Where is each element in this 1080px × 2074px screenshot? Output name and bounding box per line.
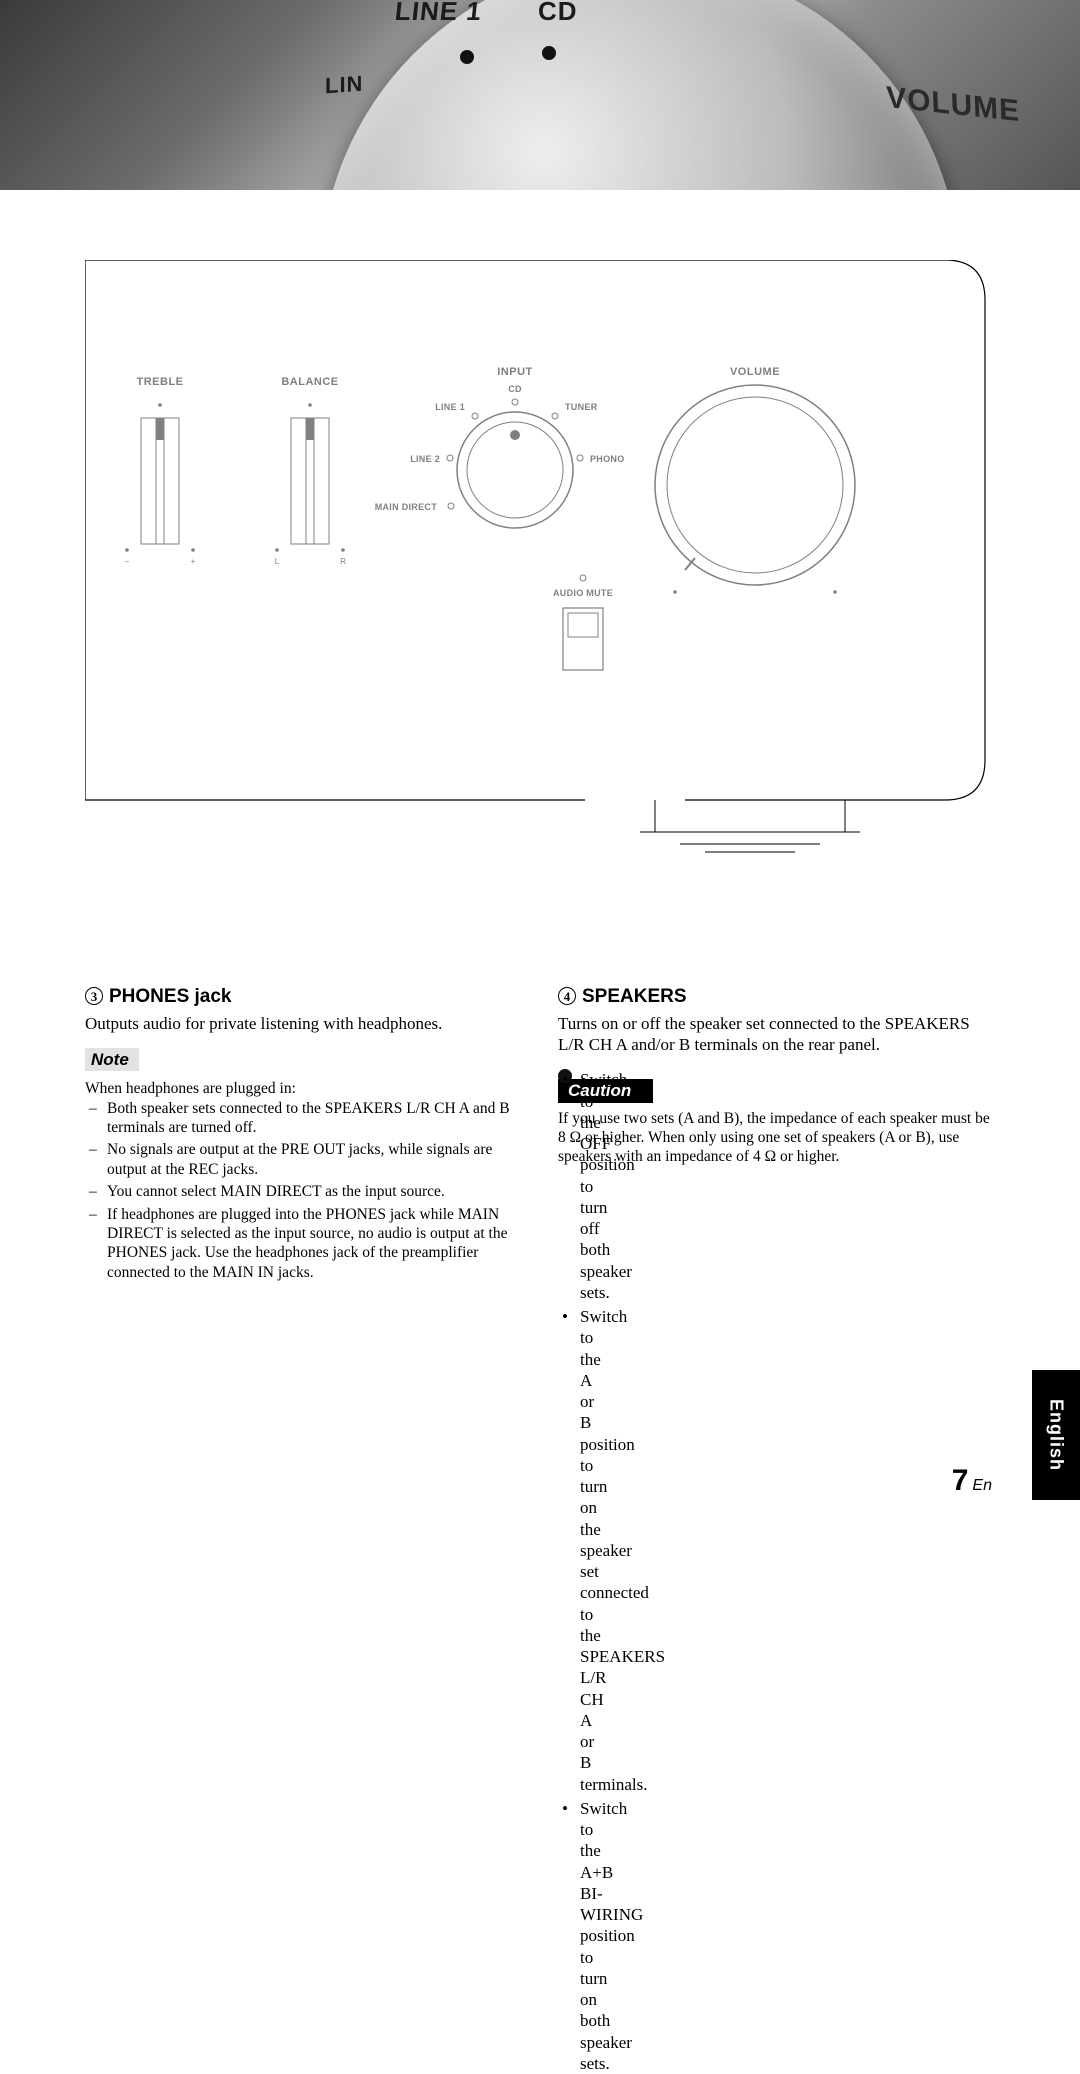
volume-dial-photo [320, 0, 960, 190]
svg-text:LINE 1: LINE 1 [435, 402, 465, 412]
speakers-list: Switch to the OFF position to turn off b… [558, 1069, 572, 1083]
svg-text:–: – [125, 557, 130, 566]
svg-text:LINE 2: LINE 2 [410, 454, 440, 464]
svg-text:PHONO: PHONO [590, 454, 625, 464]
right-column: 4 SPEAKERS Turns on or off the speaker se… [558, 985, 995, 1285]
content-columns: 3 PHONES jack Outputs audio for private l… [85, 985, 995, 1285]
input-selector: INPUT CD LINE 1 TUNER LINE 2 PHONO MAIN … [375, 366, 625, 528]
speakers-heading: 4 SPEAKERS [558, 985, 995, 1009]
treble-control: TREBLE – + [125, 376, 196, 566]
hero-dot [542, 46, 556, 60]
speakers-item: Switch to the A+B BI-WIRING position to … [558, 1798, 580, 2074]
note-item: If headphones are plugged into the PHONE… [85, 1205, 522, 1283]
note-item: No signals are output at the PRE OUT jac… [85, 1140, 522, 1179]
svg-text:L: L [275, 557, 280, 566]
page-number: 7En [952, 1464, 992, 1498]
volume-label: VOLUME [730, 366, 780, 378]
balance-control: BALANCE L R [275, 376, 346, 566]
language-label: English [1046, 1399, 1067, 1471]
note-item: You cannot select MAIN DIRECT as the inp… [85, 1182, 522, 1201]
note-item: Both speaker sets connected to the SPEAK… [85, 1099, 522, 1138]
audio-mute-label: AUDIO MUTE [553, 588, 613, 598]
section-number: 3 [85, 987, 103, 1005]
language-tab: English [1032, 1370, 1080, 1500]
hero-label-line1: LINE 1 [393, 0, 483, 27]
phones-heading: 3 PHONES jack [85, 985, 522, 1009]
svg-text:MAIN DIRECT: MAIN DIRECT [375, 502, 437, 512]
note-label: Note [85, 1048, 139, 1071]
audio-mute-switch: AUDIO MUTE [553, 575, 613, 670]
input-label: INPUT [497, 366, 533, 378]
speakers-desc: Turns on or off the speaker set connecte… [558, 1013, 995, 1056]
treble-label: TREBLE [137, 376, 184, 388]
panel-outline [85, 260, 985, 800]
phones-desc: Outputs audio for private listening with… [85, 1013, 522, 1034]
phones-title: PHONES jack [109, 986, 232, 1007]
hero-label-cd: CD [538, 0, 578, 27]
speakers-title: SPEAKERS [582, 986, 687, 1007]
page-num-value: 7 [952, 1464, 969, 1497]
volume-knob: VOLUME [655, 366, 855, 594]
svg-text:TUNER: TUNER [565, 402, 598, 412]
unit-foot [640, 800, 860, 852]
section-number: 4 [558, 987, 576, 1005]
left-column: 3 PHONES jack Outputs audio for private l… [85, 985, 522, 1285]
panel-diagram: TREBLE – + BALANCE L R INPUT CD LINE 1 [85, 260, 995, 860]
page-num-suffix: En [972, 1477, 992, 1494]
hero-banner: LINE 1 CD LIN VOLUME [0, 0, 1080, 190]
hero-dot [460, 50, 474, 64]
hero-label-lin: LIN [325, 71, 363, 100]
speakers-item: Switch to the A or B position to turn on… [558, 1306, 580, 1795]
balance-label: BALANCE [281, 376, 338, 388]
svg-text:R: R [340, 557, 346, 566]
speakers-item: Switch to the OFF position to turn off b… [558, 1069, 580, 1303]
svg-text:CD: CD [508, 384, 522, 394]
svg-text:+: + [191, 557, 196, 566]
note-intro: When headphones are plugged in: [85, 1079, 522, 1098]
note-list: Both speaker sets connected to the SPEAK… [85, 1099, 522, 1282]
